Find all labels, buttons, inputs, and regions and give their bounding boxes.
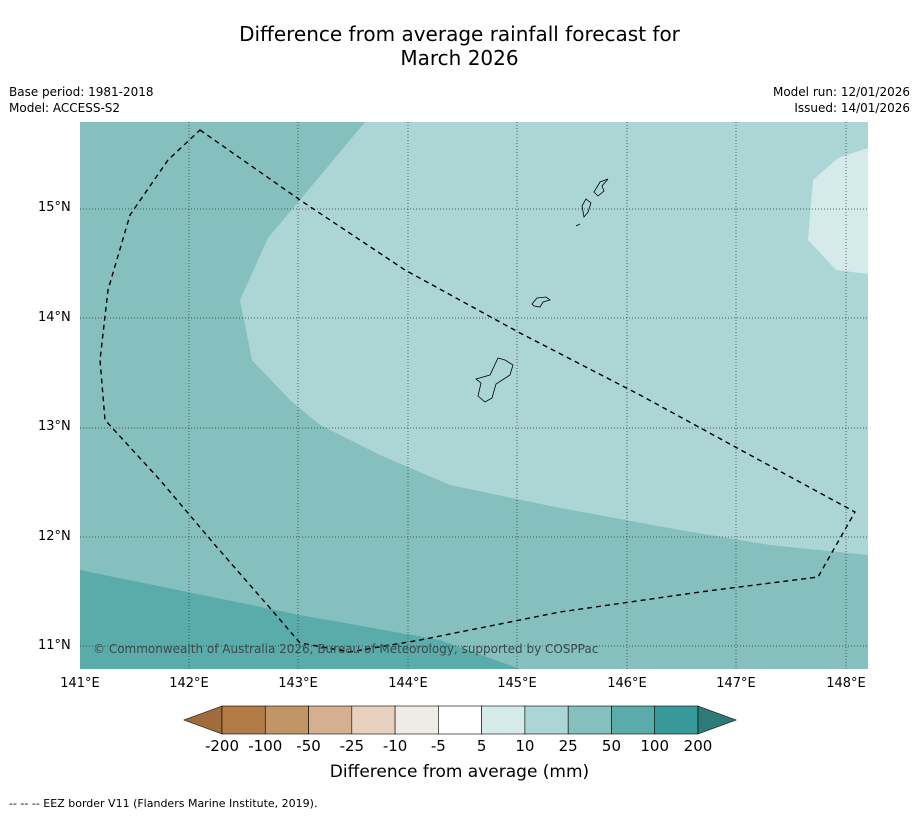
colorbar-swatch (481, 705, 526, 735)
island-tinian (581, 198, 592, 218)
islands (475, 178, 609, 403)
map-area (80, 122, 868, 669)
base-period: Base period: 1981-2018 (9, 85, 154, 99)
colorbar-extend-high (697, 705, 737, 735)
lon-label-144e: 144°E (388, 676, 428, 691)
island-guam (475, 357, 514, 403)
colorbar-swatch (264, 705, 309, 735)
rainfall-field-50-100 (80, 570, 520, 669)
meta-right: Model run: 12/01/2026 Issued: 14/01/2026 (773, 84, 910, 116)
colorbar-swatch (524, 705, 569, 735)
colorbar-tick-label: 25 (558, 737, 578, 755)
graticule (80, 122, 868, 669)
meta-left: Base period: 1981-2018 Model: ACCESS-S2 (9, 84, 154, 116)
colorbar-tick-label: -200 (204, 737, 240, 755)
eez-legend-note: -- -- -- EEZ border V11 (Flanders Marine… (9, 797, 318, 810)
colorbar-tick-label: -100 (248, 737, 283, 755)
colorbar-title: Difference from average (mm) (329, 762, 590, 782)
island-aguijan (575, 223, 581, 227)
colorbar-tick-label: 5 (476, 737, 487, 755)
title-line-2: March 2026 (400, 46, 519, 70)
colorbar-tick-label: -50 (296, 737, 321, 755)
rainfall-field-10-25 (240, 122, 868, 555)
lon-label-147e: 147°E (716, 676, 756, 691)
lat-label-14n: 14°N (38, 310, 71, 325)
colorbar-swatch (394, 705, 439, 735)
colorbar-swatch (654, 705, 699, 735)
lat-label-12n: 12°N (38, 529, 71, 544)
lon-label-146e: 146°E (607, 676, 647, 691)
eez-border (99, 129, 856, 653)
lon-label-148e: 148°E (826, 676, 866, 691)
colorbar-swatch (221, 705, 266, 735)
colorbar-tick-label: 100 (640, 737, 670, 755)
colorbar-extend-low (183, 705, 223, 735)
chart-title: Difference from average rainfall forecas… (0, 22, 919, 70)
colorbar-swatch (351, 705, 396, 735)
colorbar-swatch (308, 705, 353, 735)
lon-label-141e: 141°E (60, 676, 100, 691)
colorbar-swatch (611, 705, 656, 735)
colorbar (183, 705, 737, 735)
colorbar-swatch (438, 705, 482, 735)
colorbar-tick-label: -25 (339, 737, 365, 755)
island-saipan (593, 178, 609, 197)
colorbar-tick-label: -5 (430, 737, 446, 755)
lat-label-15n: 15°N (38, 200, 71, 215)
model-name: Model: ACCESS-S2 (9, 101, 121, 115)
lon-label-142e: 142°E (169, 676, 209, 691)
model-run: Model run: 12/01/2026 (772, 85, 910, 99)
island-rota (531, 296, 551, 308)
title-line-1: Difference from average rainfall forecas… (239, 22, 680, 46)
colorbar-tick-label: 50 (601, 737, 621, 755)
colorbar-tick-label: 200 (683, 737, 713, 755)
lon-label-145e: 145°E (497, 676, 537, 691)
colorbar-tick-label: 10 (515, 737, 535, 755)
lat-label-11n: 11°N (38, 638, 71, 653)
colorbar-swatch (567, 705, 612, 735)
colorbar-tick-label: -10 (382, 737, 408, 755)
copyright-text: © Commonwealth of Australia 2026, Bureau… (93, 642, 599, 656)
lon-label-143e: 143°E (278, 676, 318, 691)
issued-date: Issued: 14/01/2026 (794, 101, 910, 115)
lat-label-13n: 13°N (38, 419, 71, 434)
rainfall-field-5-10 (808, 148, 868, 274)
